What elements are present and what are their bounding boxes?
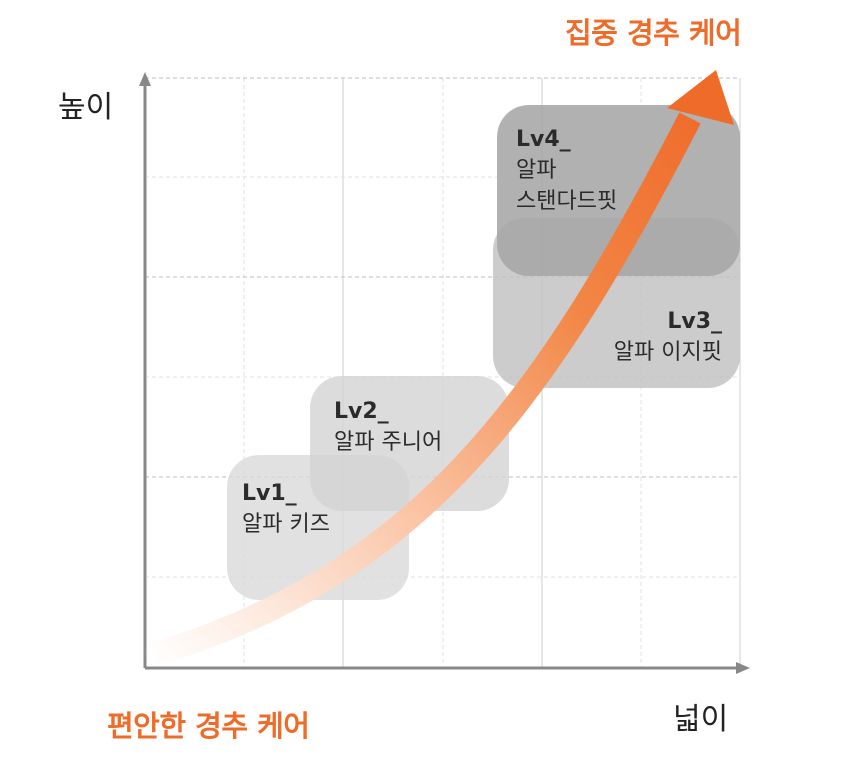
level-code: Lv1_ — [242, 481, 297, 506]
product-name-line2: 스탠다드핏 — [516, 189, 618, 214]
product-name: 알파 주니어 — [334, 430, 443, 455]
product-name: 알파 — [516, 158, 557, 183]
product-name: 알파 키즈 — [242, 512, 330, 537]
level-label-lv1: Lv1_ 알파 키즈 — [242, 478, 330, 540]
x-axis-arrowhead — [736, 662, 750, 674]
x-axis-label: 넓이 — [673, 702, 729, 737]
growth-arrow-body — [148, 112, 701, 667]
level-label-lv4: Lv4_ 알파 스탠다드핏 — [516, 124, 617, 217]
bottom-care-label: 편안한 경추 케어 — [107, 709, 310, 743]
level-code: Lv2_ — [334, 399, 389, 424]
growth-arrow-head — [667, 70, 734, 125]
top-care-label: 집중 경추 케어 — [565, 16, 742, 50]
level-code: Lv3_ — [667, 309, 722, 334]
y-axis-label: 높이 — [58, 90, 114, 125]
level-label-lv3: Lv3_ 알파 이지핏 — [592, 306, 722, 368]
level-label-lv2: Lv2_ 알파 주니어 — [334, 396, 442, 458]
product-name: 알파 이지핏 — [613, 340, 722, 365]
y-axis-arrowhead — [139, 72, 151, 86]
level-code: Lv4_ — [516, 127, 571, 152]
